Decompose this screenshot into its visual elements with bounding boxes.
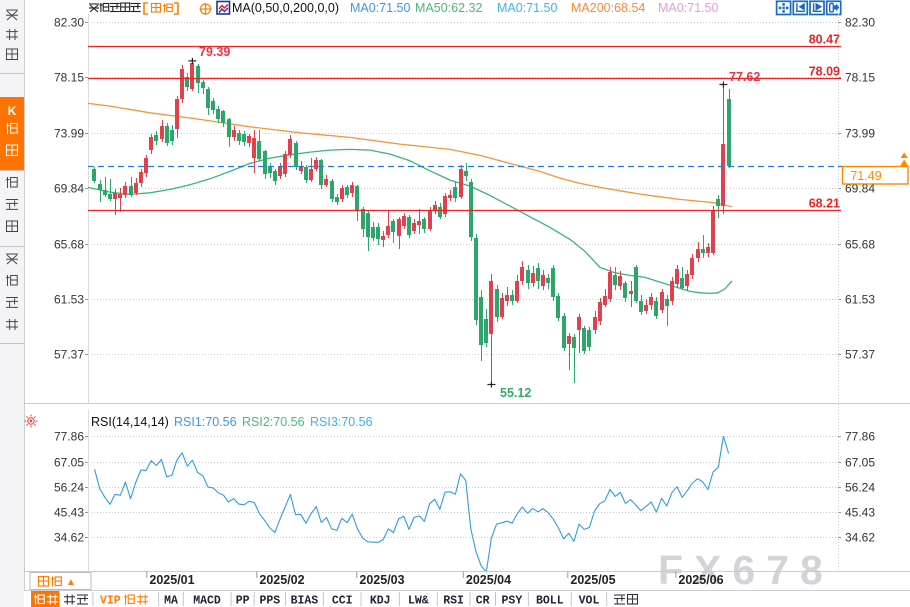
svg-text:80.47: 80.47 <box>809 33 840 47</box>
svg-text:FX678: FX678 <box>658 547 834 593</box>
svg-text:78.15: 78.15 <box>845 71 875 85</box>
svg-text:KDJ: KDJ <box>370 595 391 607</box>
svg-text:78.09: 78.09 <box>809 65 840 79</box>
svg-text:68.21: 68.21 <box>809 197 840 211</box>
svg-text:61.53: 61.53 <box>845 293 875 307</box>
svg-text:82.30: 82.30 <box>54 16 84 30</box>
svg-text:77.86: 77.86 <box>54 430 84 444</box>
svg-text:77.62: 77.62 <box>729 70 760 84</box>
svg-text:34.62: 34.62 <box>54 531 84 545</box>
svg-text:61.53: 61.53 <box>54 293 84 307</box>
svg-text:CCI: CCI <box>332 595 353 607</box>
svg-text:MA0:71.50: MA0:71.50 <box>497 1 558 15</box>
svg-text:▲: ▲ <box>66 577 76 588</box>
svg-text:LW&: LW& <box>408 595 429 607</box>
svg-text:MA0:71.50: MA0:71.50 <box>350 1 411 15</box>
svg-text:MA(0,50,0,200,0,0): MA(0,50,0,200,0,0) <box>232 1 339 15</box>
svg-text:65.68: 65.68 <box>845 238 875 252</box>
svg-text:2025/06: 2025/06 <box>678 573 723 587</box>
svg-text:MA200:68.54: MA200:68.54 <box>571 1 645 15</box>
svg-text:MA: MA <box>164 595 178 607</box>
svg-text:45.43: 45.43 <box>54 506 84 520</box>
svg-text:65.68: 65.68 <box>54 238 84 252</box>
svg-text:RSI2:70.56: RSI2:70.56 <box>242 415 305 429</box>
svg-text:RSI(14,14,14): RSI(14,14,14) <box>91 415 169 429</box>
svg-text:79.39: 79.39 <box>199 45 230 59</box>
svg-text:67.05: 67.05 <box>54 456 84 470</box>
svg-text:RSI: RSI <box>443 595 464 607</box>
svg-text:K: K <box>8 104 17 118</box>
svg-text:PP: PP <box>236 595 250 607</box>
svg-text:2025/01: 2025/01 <box>149 573 194 587</box>
svg-text:2025/04: 2025/04 <box>466 573 511 587</box>
svg-text:56.24: 56.24 <box>845 481 875 495</box>
svg-text:67.05: 67.05 <box>845 456 875 470</box>
svg-text:PSY: PSY <box>502 595 523 607</box>
svg-text:VOL: VOL <box>579 595 600 607</box>
svg-text:RSI1:70.56: RSI1:70.56 <box>174 415 237 429</box>
svg-text:VIP: VIP <box>100 595 121 607</box>
svg-text:55.12: 55.12 <box>500 386 531 400</box>
svg-text:BIAS: BIAS <box>291 595 319 607</box>
svg-text:MA50:62.32: MA50:62.32 <box>415 1 482 15</box>
svg-text:34.62: 34.62 <box>845 531 875 545</box>
svg-text:57.37: 57.37 <box>54 348 84 362</box>
svg-text:CR: CR <box>476 595 490 607</box>
svg-text:45.43: 45.43 <box>845 506 875 520</box>
svg-text:RSI3:70.56: RSI3:70.56 <box>310 415 373 429</box>
svg-text:73.99: 73.99 <box>54 127 84 141</box>
svg-text:PPS: PPS <box>259 595 280 607</box>
svg-text:MACD: MACD <box>193 595 221 607</box>
svg-text:69.84: 69.84 <box>845 182 875 196</box>
svg-text:MA0:71.50: MA0:71.50 <box>658 1 719 15</box>
svg-text:56.24: 56.24 <box>54 481 84 495</box>
svg-text:57.37: 57.37 <box>845 348 875 362</box>
svg-text:71.49: 71.49 <box>850 169 881 183</box>
svg-text:2025/02: 2025/02 <box>259 573 304 587</box>
svg-text:73.99: 73.99 <box>845 127 875 141</box>
svg-text:2025/03: 2025/03 <box>359 573 404 587</box>
svg-text:BOLL: BOLL <box>536 595 564 607</box>
svg-text:2025/05: 2025/05 <box>570 573 615 587</box>
svg-text:82.30: 82.30 <box>845 16 875 30</box>
svg-text:69.84: 69.84 <box>54 182 84 196</box>
svg-text:78.15: 78.15 <box>54 71 84 85</box>
svg-text:77.86: 77.86 <box>845 430 875 444</box>
